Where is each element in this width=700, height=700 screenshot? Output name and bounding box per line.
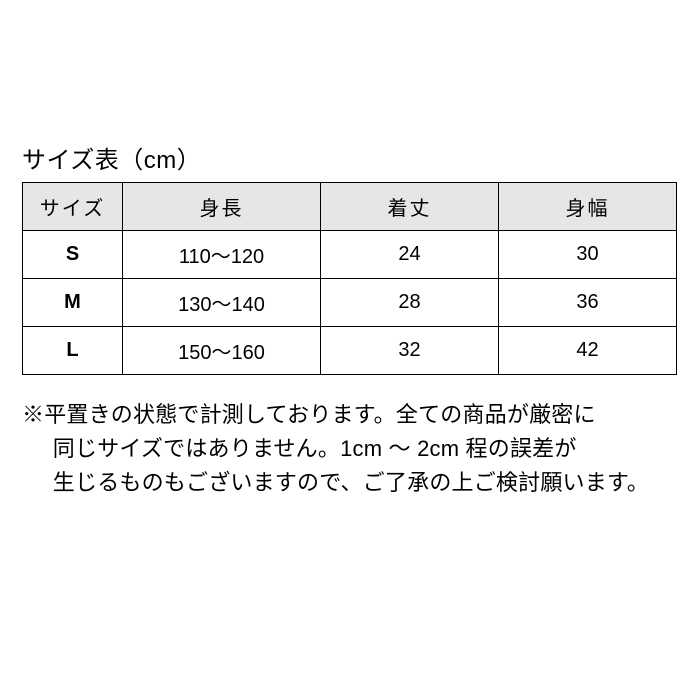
cell-length: 24 [321,231,499,279]
table-row: M 130～140 28 36 [23,279,677,327]
size-table: サイズ 身長 着丈 身幅 S 110～120 24 30 M 130～140 2… [22,182,677,375]
cell-height: 130～140 [123,279,321,327]
cell-width: 30 [499,231,677,279]
cell-height: 150～160 [123,327,321,375]
cell-width: 42 [499,327,677,375]
page-title: サイズ表（cm） [22,140,201,175]
col-header-size: サイズ [23,183,123,231]
col-header-width: 身幅 [499,183,677,231]
table-row: S 110～120 24 30 [23,231,677,279]
footnote: ※平置きの状態で計測しております。全ての商品が厳密に 同じサイズではありません。… [22,398,678,500]
cell-size: M [23,279,123,327]
col-header-length: 着丈 [321,183,499,231]
table-row: L 150～160 32 42 [23,327,677,375]
footnote-line2: 同じサイズではありません。1cm ～ 2cm 程の誤差が [22,432,678,466]
cell-length: 28 [321,279,499,327]
col-header-height: 身長 [123,183,321,231]
cell-width: 36 [499,279,677,327]
cell-height: 110～120 [123,231,321,279]
cell-size: L [23,327,123,375]
cell-size: S [23,231,123,279]
table-header-row: サイズ 身長 着丈 身幅 [23,183,677,231]
cell-length: 32 [321,327,499,375]
footnote-line1: ※平置きの状態で計測しております。全ての商品が厳密に [22,402,596,427]
size-chart-page: サイズ表（cm） サイズ 身長 着丈 身幅 S 110～120 24 30 M … [0,0,700,700]
footnote-line3: 生じるものもございますので、ご了承の上ご検討願います。 [22,466,678,500]
